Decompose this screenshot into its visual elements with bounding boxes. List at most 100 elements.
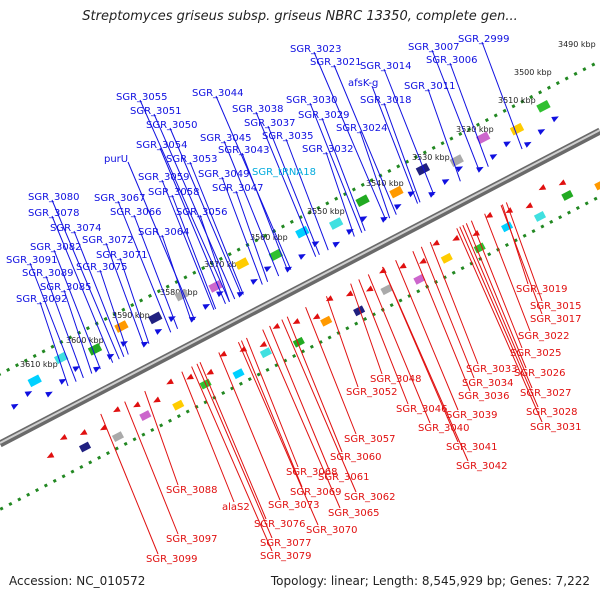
reverse-gene-mark [186,373,194,380]
gene-leader-line [105,242,145,347]
backbone-highlight [0,129,600,444]
tick-label: 3560 kbp [250,233,288,242]
gene-leader-line [431,49,480,172]
gene-leader-line [367,274,431,424]
gene-leader-line [117,200,172,333]
reverse-gene-mark [345,290,354,297]
gene-leader-line [281,319,357,493]
trna-label: SGR_tRNA18 [252,167,316,178]
tick-label: 3500 kbp [514,68,552,77]
gene-leader-line [246,337,299,468]
forward-gene-mark [359,216,368,223]
gene-label: afsK-g [348,78,378,89]
gene-label: SGR_3049 [198,169,250,180]
gene-label: SGR_3034 [462,378,514,389]
forward-gene-mark [537,129,546,136]
gene-label: SGR_3077 [260,538,312,549]
feature-block-forward [509,122,525,136]
gene-leader-line [383,68,435,196]
gene-label: SGR_3076 [254,519,306,530]
forward-gene-mark [45,391,53,398]
page-title: Streptomyces griseus subsp. griseus NBRC… [82,9,518,24]
forward-gene-mark [393,204,402,210]
gene-label: SGR_3071 [96,250,148,261]
gene-label: SGR_3030 [286,95,338,106]
gene-leader-line [99,269,129,355]
gene-label: SGR_3048 [370,374,422,385]
gene-leader-line [53,249,101,370]
gene-label: SGR_3039 [446,410,498,421]
gene-label: SGR_3092 [16,294,68,305]
feature-block-reverse [139,410,152,421]
feature-block-forward [389,185,404,199]
feature-block-forward [268,248,284,262]
forward-gene-mark [93,366,101,373]
gene-leader-line [218,352,281,501]
gene-leader-line [286,316,343,453]
reverse-gene-mark [272,322,281,329]
gene-label: SGR_3037 [244,118,296,129]
gene-leader-line [45,275,84,379]
gene-label: SGR_3040 [418,423,470,434]
gene-leader-line [371,85,419,204]
gene-label: SGR_3047 [212,183,264,194]
gene-leader-line [459,226,539,408]
gene-leader-line [358,279,409,405]
gene-leader-line [161,179,215,311]
gene-label: SGR_3041 [446,442,498,453]
reverse-gene-mark [292,318,301,325]
gene-leader-line [470,220,523,349]
gene-leader-line [240,340,303,488]
gene-leader-line [171,194,217,310]
forward-gene-mark [441,179,450,185]
forward-gene-mark [202,303,211,310]
gene-leader-line [196,363,273,539]
gene-leader-line [161,234,192,322]
feature-block-forward [87,343,103,356]
gene-label: SGR_3073 [268,500,320,511]
gene-label: SGR_3027 [520,388,572,399]
gene-label: SGR_3064 [138,227,190,238]
gene-leader-line [73,230,125,358]
reverse-gene-mark [259,341,268,347]
gene-leader-line [63,289,93,374]
feature-block-reverse [533,211,547,222]
feature-block-reverse [292,336,305,348]
reverse-gene-mark [133,401,141,408]
tick-label: 3590 kbp [112,311,150,320]
feature-block-forward [295,225,310,239]
feature-block-reverse [111,431,125,443]
gene-label: purU [104,154,128,165]
gene-label: SGR_3091 [6,255,58,266]
gene-leader-line [241,152,289,272]
feature-block-forward [148,311,163,325]
forward-gene-mark [216,291,224,298]
gene-label: SGR_3011 [404,81,456,92]
gene-label: SGR_3043 [218,145,270,156]
gene-leader-line [333,64,397,215]
gene-label: SGR_3075 [76,262,128,273]
gene-leader-line [255,111,317,257]
gene-leader-line [395,259,459,411]
gene-label: SGR_3065 [328,508,380,519]
gene-leader-line [159,147,226,305]
gene-leader-line [262,329,341,509]
gene-label: SGR_3031 [530,422,582,433]
reverse-gene-mark [558,179,567,186]
forward-gene-mark [489,154,498,161]
gene-leader-line [51,199,120,360]
forward-gene-mark [72,366,81,373]
gene-label: SGR_3088 [166,485,218,496]
gene-leader-line [199,362,267,520]
forward-gene-mark [10,403,19,410]
forward-gene-mark [284,266,293,273]
feature-block-reverse [413,273,426,285]
feature-block-forward [53,351,69,365]
gene-leader-line [305,306,357,435]
gene-leader-line [133,214,179,329]
gene-leader-line [313,51,387,221]
feature-block-forward [415,162,431,176]
tick-label: 3490 kbp [558,40,596,49]
